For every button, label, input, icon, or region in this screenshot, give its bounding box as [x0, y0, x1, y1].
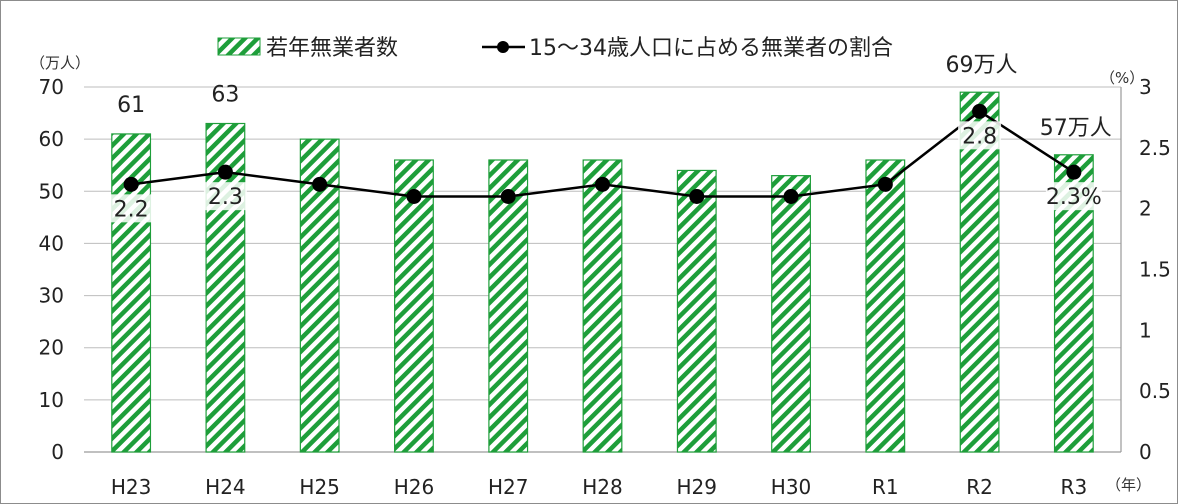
right-tick-label: 1 — [1139, 318, 1152, 342]
x-axis-unit: （年） — [1106, 476, 1151, 494]
ratio-point-R3 — [1066, 164, 1082, 180]
x-tick-label: H23 — [111, 475, 152, 499]
right-axis-ticks: 0 0.5 1 1.5 2 2.5 3 — [1139, 75, 1171, 464]
bar-value-label: 63 — [211, 83, 239, 108]
line-label-background — [1045, 182, 1102, 211]
right-tick-label: 0.5 — [1139, 379, 1171, 403]
ratio-line — [123, 103, 1082, 204]
right-axis-unit: （%） — [1100, 69, 1144, 87]
bar-R2 — [959, 91, 1000, 453]
bar-value-label: 69万人 — [946, 53, 1018, 78]
x-tick-label: H30 — [771, 475, 812, 499]
left-tick-label: 60 — [39, 127, 64, 151]
ratio-point-H29 — [689, 189, 705, 204]
bars — [111, 91, 1094, 453]
ratio-point-H23 — [123, 176, 139, 192]
data-labels: 61 63 69万人 57万人 2.2 2.3 2.8 2.3% — [109, 53, 1112, 223]
legend-line-marker — [497, 41, 509, 53]
line-label-background — [958, 121, 1002, 150]
x-axis-ticks: H23 H24 H25 H26 H27 H28 H29 H30 R1 R2 R3 — [111, 475, 1087, 499]
line-value-label: 2.3% — [1046, 185, 1102, 210]
x-tick-label: R3 — [1061, 475, 1088, 499]
bar-H30 — [771, 175, 811, 453]
legend-line-label: 15～34歳人口に占める無業者の割合 — [529, 36, 893, 61]
legend: 若年無業者数 15～34歳人口に占める無業者の割合 — [217, 36, 893, 61]
left-axis-ticks: 0 10 20 30 40 50 60 70 — [39, 75, 64, 464]
x-tick-label: H24 — [205, 475, 246, 499]
line-label-background — [109, 194, 153, 223]
bar-H25 — [299, 138, 340, 453]
bar-H26 — [394, 159, 434, 453]
left-tick-label: 70 — [39, 75, 64, 99]
left-tick-label: 20 — [39, 336, 64, 360]
bar-value-label: 57万人 — [1040, 116, 1112, 141]
gridlines — [84, 86, 1122, 453]
legend-bar-swatch — [217, 37, 261, 56]
left-axis-unit: （万人） — [30, 54, 90, 72]
left-tick-label: 50 — [39, 179, 64, 203]
line-label-background — [203, 182, 247, 211]
right-tick-label: 2.5 — [1139, 136, 1171, 160]
x-tick-label: H28 — [582, 475, 623, 499]
ratio-point-H25 — [312, 176, 328, 192]
x-tick-label: H27 — [488, 475, 529, 499]
legend-bar-label: 若年無業者数 — [266, 36, 398, 61]
ratio-point-H27 — [500, 189, 516, 204]
ratio-point-H24 — [217, 164, 233, 180]
line-value-label: 2.2 — [114, 197, 149, 222]
left-tick-label: 0 — [51, 440, 64, 464]
right-tick-label: 1.5 — [1139, 258, 1171, 282]
left-tick-label: 40 — [39, 231, 64, 255]
ratio-point-H28 — [595, 176, 610, 192]
x-tick-label: H26 — [394, 475, 435, 499]
line-value-label: 2.8 — [962, 124, 997, 149]
right-tick-label: 3 — [1139, 75, 1152, 99]
ratio-point-H30 — [783, 189, 799, 204]
ratio-point-H26 — [406, 189, 422, 204]
ratio-point-R2 — [972, 103, 988, 119]
bar-R1 — [865, 159, 906, 453]
bar-H27 — [488, 159, 529, 453]
x-tick-label: R2 — [966, 475, 993, 499]
bar-H29 — [676, 169, 717, 453]
left-tick-label: 30 — [39, 284, 64, 308]
left-tick-label: 10 — [39, 388, 64, 412]
bar-H28 — [582, 159, 623, 453]
ratio-point-R1 — [877, 176, 893, 192]
right-tick-label: 0 — [1139, 440, 1152, 464]
bar-value-label: 61 — [117, 93, 145, 118]
right-tick-label: 2 — [1139, 197, 1152, 221]
x-tick-label: R1 — [872, 475, 899, 499]
x-tick-label: H25 — [299, 475, 340, 499]
x-tick-label: H29 — [677, 475, 718, 499]
line-value-label: 2.3 — [208, 185, 243, 210]
